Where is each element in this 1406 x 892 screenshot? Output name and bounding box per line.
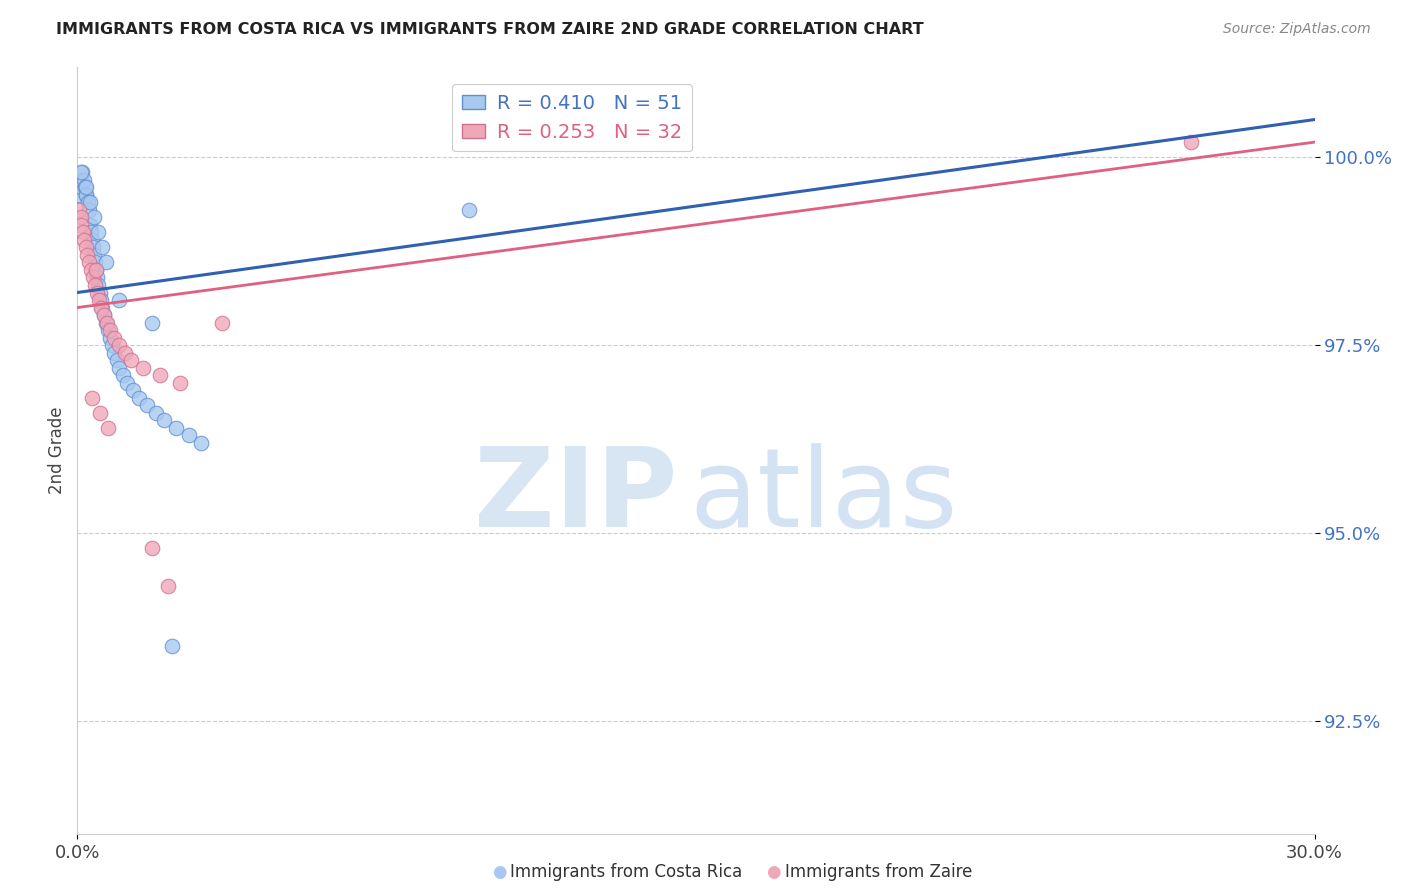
Point — [93, 308, 115, 322]
Point — [70, 218, 93, 232]
Point — [73, 233, 96, 247]
Point — [75, 180, 97, 194]
Point — [107, 360, 129, 375]
Point — [90, 293, 112, 307]
Text: Immigrants from Costa Rica: Immigrants from Costa Rica — [510, 863, 742, 881]
Point — [141, 316, 163, 330]
Point — [120, 353, 142, 368]
Point — [96, 255, 118, 269]
Point — [160, 639, 183, 653]
Point — [80, 233, 103, 247]
Point — [70, 165, 93, 179]
Point — [211, 316, 233, 330]
Point — [80, 391, 103, 405]
Point — [77, 255, 100, 269]
Point — [82, 270, 104, 285]
Point — [98, 331, 121, 345]
Point — [67, 202, 90, 217]
Legend: R = 0.410   N = 51, R = 0.253   N = 32: R = 0.410 N = 51, R = 0.253 N = 32 — [453, 84, 692, 152]
Point — [105, 353, 128, 368]
Point — [73, 180, 96, 194]
Point — [103, 345, 125, 359]
Point — [84, 255, 107, 269]
Point — [141, 541, 163, 556]
Point — [111, 368, 134, 383]
Point — [83, 278, 105, 293]
Point — [79, 218, 101, 232]
Point — [190, 436, 212, 450]
Point — [91, 301, 114, 315]
Point — [83, 248, 105, 262]
Point — [72, 165, 94, 179]
Point — [1180, 135, 1202, 149]
Point — [157, 579, 180, 593]
Point — [128, 391, 150, 405]
Point — [75, 187, 97, 202]
Point — [75, 187, 97, 202]
Y-axis label: 2nd Grade: 2nd Grade — [48, 407, 66, 494]
Point — [101, 338, 124, 352]
Text: Immigrants from Zaire: Immigrants from Zaire — [785, 863, 972, 881]
Point — [96, 316, 118, 330]
Text: ●: ● — [766, 863, 780, 881]
Point — [76, 248, 98, 262]
Point — [122, 384, 145, 398]
Point — [89, 406, 111, 420]
Point — [80, 225, 103, 239]
Point — [84, 263, 107, 277]
Point — [80, 263, 103, 277]
Point — [87, 278, 110, 293]
Point — [114, 345, 136, 359]
Point — [98, 323, 121, 337]
Point — [90, 301, 112, 315]
Point — [72, 172, 94, 186]
Point — [97, 323, 120, 337]
Point — [136, 398, 159, 412]
Point — [87, 225, 110, 239]
Point — [132, 360, 155, 375]
Text: atlas: atlas — [690, 443, 959, 550]
Point — [79, 195, 101, 210]
Text: Source: ZipAtlas.com: Source: ZipAtlas.com — [1223, 22, 1371, 37]
Point — [86, 270, 108, 285]
Point — [83, 211, 105, 225]
Point — [77, 202, 100, 217]
Point — [153, 413, 176, 427]
Text: ZIP: ZIP — [474, 443, 678, 550]
Point — [75, 240, 97, 254]
Point — [72, 225, 94, 239]
Point — [165, 421, 187, 435]
Point — [145, 406, 167, 420]
Point — [82, 240, 104, 254]
Point — [149, 368, 172, 383]
Point — [107, 293, 129, 307]
Point — [76, 195, 98, 210]
Point — [69, 211, 91, 225]
Point — [89, 285, 111, 300]
Point — [115, 376, 138, 390]
Point — [86, 285, 108, 300]
Point — [89, 293, 111, 307]
Point — [91, 240, 114, 254]
Point — [97, 421, 120, 435]
Text: IMMIGRANTS FROM COSTA RICA VS IMMIGRANTS FROM ZAIRE 2ND GRADE CORRELATION CHART: IMMIGRANTS FROM COSTA RICA VS IMMIGRANTS… — [56, 22, 924, 37]
Point — [107, 338, 129, 352]
Point — [177, 428, 200, 442]
Point — [93, 308, 115, 322]
Point — [69, 180, 91, 194]
Point — [458, 202, 481, 217]
Point — [103, 331, 125, 345]
Point — [84, 263, 107, 277]
Point — [67, 187, 90, 202]
Point — [169, 376, 191, 390]
Text: ●: ● — [492, 863, 506, 881]
Point — [70, 172, 93, 186]
Point — [96, 316, 118, 330]
